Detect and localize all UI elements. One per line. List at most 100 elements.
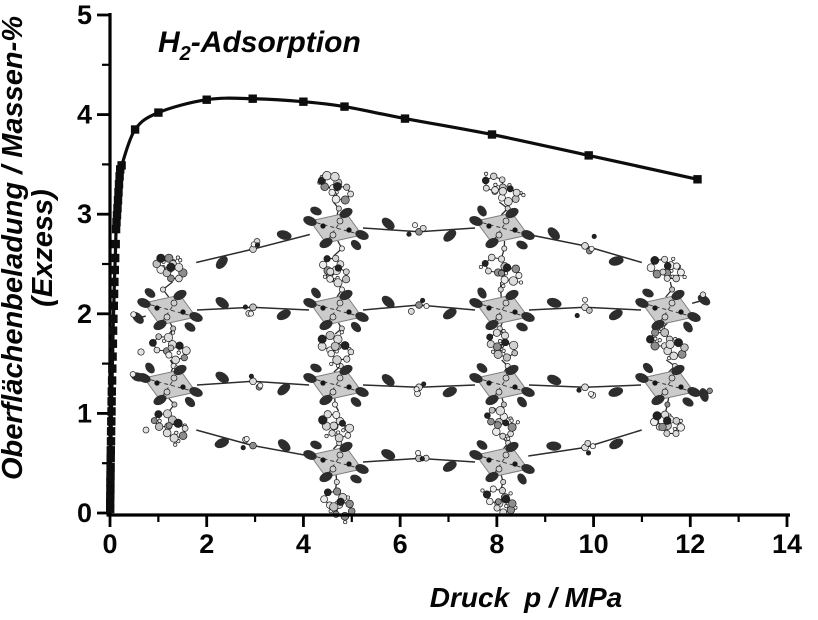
mof-atom — [658, 422, 667, 432]
mof-atom — [673, 262, 681, 270]
mof-ellipsoid-atom — [350, 397, 362, 407]
mof-ellipsoid-atom — [635, 298, 649, 308]
mof-atom — [328, 188, 336, 197]
mof-atom — [329, 465, 337, 473]
mof-atom — [170, 325, 177, 332]
mof-ellipsoid-atom — [277, 439, 291, 452]
mof-atom — [164, 253, 174, 263]
mof-bond — [528, 384, 586, 389]
mof-atom — [167, 344, 175, 352]
mof-atom — [163, 388, 171, 396]
mof-ellipsoid-atom — [173, 364, 187, 376]
mof-metal-node — [475, 294, 529, 326]
mof-atom — [507, 430, 514, 438]
mof-atom — [169, 433, 179, 443]
mof-atom — [682, 274, 687, 280]
mof-atom — [509, 418, 514, 423]
mof-atom — [254, 242, 261, 248]
mof-atom — [512, 188, 521, 197]
data-point-marker — [106, 463, 115, 472]
mof-bond — [252, 306, 310, 311]
x-axis-label: Druck p / MPa — [430, 582, 622, 613]
mof-atom — [323, 410, 332, 419]
mof-bond — [475, 377, 529, 393]
mof-atom — [486, 305, 492, 311]
mof-atom — [157, 418, 162, 423]
data-point-marker — [111, 253, 120, 263]
mof-atom — [330, 341, 340, 351]
data-point-marker — [108, 364, 117, 373]
mof-atom — [320, 495, 328, 504]
mof-atom — [484, 171, 489, 176]
mof-ellipsoid-atom — [477, 205, 487, 217]
mof-atom — [333, 479, 340, 485]
mof-atom — [495, 465, 503, 473]
mof-atom — [423, 303, 430, 310]
mof-atom — [498, 176, 506, 183]
mof-atom — [663, 429, 671, 437]
mof-atom — [491, 186, 499, 194]
mof-atom — [326, 267, 335, 276]
mof-ellipsoid-atom — [381, 373, 395, 387]
mof-atom — [154, 410, 163, 419]
mof-atom — [501, 338, 509, 347]
mof-atom — [322, 274, 328, 279]
mof-crystal-structure-inset — [129, 171, 713, 525]
mof-atom — [663, 262, 672, 270]
mof-bond — [196, 380, 254, 386]
mof-metal-node — [143, 294, 197, 326]
mof-bond — [362, 227, 420, 233]
mof-ellipsoid-atom — [442, 386, 457, 398]
mof-atom — [669, 286, 676, 293]
mof-atom — [332, 401, 338, 408]
data-point-marker — [202, 95, 211, 104]
mof-atom — [333, 182, 342, 191]
mof-atom — [680, 343, 689, 352]
mof-atom — [326, 275, 334, 283]
mof-ellipsoid-atom — [189, 312, 203, 322]
mof-atom — [325, 330, 335, 341]
mof-atom — [502, 299, 510, 307]
mof-ellipsoid-atom — [215, 371, 229, 383]
mof-ellipsoid-atom — [189, 387, 203, 397]
mof-metal-node — [641, 294, 695, 326]
mof-ellipsoid-atom — [697, 294, 711, 306]
mof-atom — [661, 388, 669, 396]
mof-atom — [162, 428, 172, 438]
data-point-marker — [108, 352, 117, 361]
y-axis-label-line2: (Exzess) — [27, 189, 59, 307]
data-point-marker — [115, 172, 124, 181]
mof-ellipsoid-atom — [442, 460, 457, 472]
mof-atom — [495, 406, 505, 416]
mof-atom — [699, 291, 707, 298]
isotherm-series — [106, 94, 702, 514]
mof-atom — [171, 355, 180, 365]
mof-ellipsoid-atom — [505, 364, 519, 376]
mof-atom — [320, 380, 326, 386]
x-tick-label: 12 — [675, 529, 705, 559]
mof-atom — [486, 457, 492, 463]
mof-atom — [669, 351, 678, 361]
mof-atom — [508, 276, 518, 286]
mof-atom — [248, 310, 254, 317]
mof-atom — [482, 184, 490, 192]
mof-atom — [407, 308, 415, 315]
mof-ellipsoid-atom — [651, 394, 665, 406]
mof-ellipsoid-atom — [642, 362, 654, 374]
mof-atom — [508, 499, 517, 508]
mof-atom — [330, 172, 340, 182]
mof-atom — [154, 380, 160, 386]
data-point-marker — [107, 397, 116, 406]
mof-ellipsoid-atom — [137, 373, 151, 383]
mof-atom — [589, 443, 596, 450]
mof-ellipsoid-atom — [350, 474, 362, 484]
mof-atom — [512, 461, 518, 467]
mof-atom — [501, 283, 506, 289]
mof-atom — [581, 242, 589, 250]
mof-ellipsoid-atom — [546, 441, 562, 451]
mof-atom — [501, 495, 511, 504]
mof-atom — [646, 335, 655, 344]
mof-ellipsoid-atom — [687, 312, 701, 322]
data-point-marker — [106, 471, 115, 480]
